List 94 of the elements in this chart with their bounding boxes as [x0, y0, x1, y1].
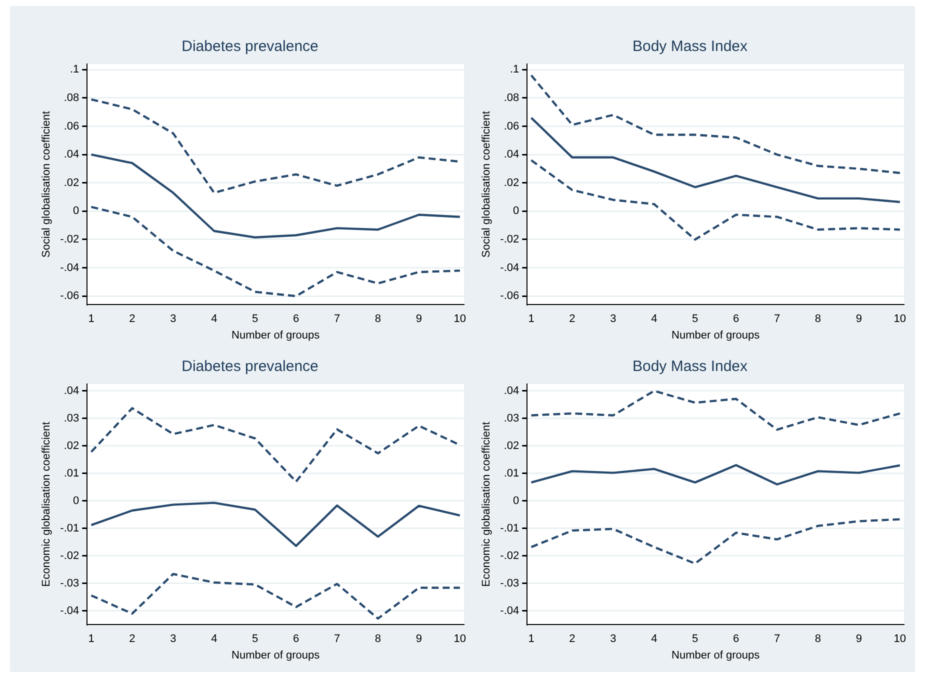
y-axis-title: Social globalisation coefficient	[480, 111, 493, 258]
y-tick-label: -.04	[500, 604, 520, 617]
x-tick-label: 9	[416, 313, 422, 326]
y-axis-title: Social globalisation coefficient	[40, 111, 53, 258]
x-tick-label: 9	[416, 633, 422, 646]
x-tick-label: 7	[334, 633, 340, 646]
x-tick-label: 8	[374, 633, 382, 646]
x-tick-label: 1	[88, 633, 94, 646]
x-tick-label: 1	[528, 313, 534, 326]
y-tick-label: .01	[64, 467, 80, 480]
y-tick-label: 0	[513, 205, 520, 218]
x-tick-label: 2	[569, 633, 576, 646]
x-axis-title: Number of groups	[232, 649, 320, 662]
x-tick-label: 8	[814, 313, 822, 326]
y-tick-label: -.02	[500, 550, 520, 562]
x-tick-label: 4	[211, 633, 218, 646]
line-series	[530, 390, 902, 431]
x-tick-label: 5	[252, 313, 258, 326]
x-tick-label: 6	[292, 633, 300, 646]
y-tick-label: .08	[504, 92, 520, 104]
x-tick-label: 5	[692, 633, 698, 646]
x-tick-label: 2	[129, 313, 136, 326]
x-tick-label: 8	[374, 313, 382, 326]
x-tick-label: 7	[774, 633, 780, 646]
chart-title: Body Mass Index	[632, 38, 748, 56]
line-series	[530, 518, 902, 565]
y-tick-label: .06	[64, 120, 80, 132]
line-series	[530, 159, 902, 241]
y-tick-label: .02	[504, 176, 520, 189]
y-tick-label: -.04	[500, 262, 520, 274]
x-tick-label: 1	[88, 313, 94, 326]
chart-title: Body Mass Index	[632, 358, 748, 376]
x-tick-label: 3	[610, 313, 616, 326]
y-tick-label: 0	[73, 205, 80, 218]
y-tick-label: .02	[64, 440, 80, 452]
y-tick-label: -.06	[500, 290, 520, 302]
x-axis-title: Number of groups	[672, 329, 760, 342]
y-tick-label: 0	[73, 494, 80, 507]
x-tick-label: 4	[211, 313, 218, 326]
line-series	[90, 572, 462, 620]
x-tick-label: 4	[651, 633, 658, 646]
x-tick-label: 10	[454, 313, 466, 326]
x-tick-label: 2	[129, 633, 136, 646]
x-tick-label: 3	[170, 633, 176, 646]
x-tick-label: 4	[651, 313, 658, 326]
y-tick-label: .06	[504, 120, 520, 132]
y-tick-label: .03	[64, 412, 80, 424]
y-axis-title: Economic globalisation coefficient	[480, 422, 493, 587]
x-tick-label: 3	[610, 633, 616, 646]
x-tick-label: 3	[170, 313, 176, 326]
y-tick-label: -.04	[60, 262, 80, 274]
x-tick-label: 7	[774, 313, 780, 326]
x-tick-label: 6	[292, 313, 300, 326]
y-tick-label: .1	[70, 64, 80, 76]
y-axis-title: Economic globalisation coefficient	[40, 422, 53, 587]
y-tick-label: .04	[504, 148, 520, 161]
y-tick-label: -.03	[60, 577, 80, 590]
chart-title: Diabetes prevalence	[182, 38, 318, 56]
y-tick-label: -.03	[500, 577, 520, 590]
x-tick-label: 5	[692, 313, 698, 326]
y-tick-label: .04	[64, 148, 80, 161]
line-series	[530, 74, 902, 174]
x-tick-label: 10	[894, 313, 906, 326]
x-tick-label: 2	[569, 313, 576, 326]
x-tick-label: 6	[732, 633, 740, 646]
y-tick-label: -.02	[500, 234, 520, 246]
y-tick-label: -.06	[60, 290, 80, 302]
x-axis-title: Number of groups	[672, 649, 760, 662]
y-tick-label: 0	[513, 494, 520, 507]
x-axis-title: Number of groups	[232, 329, 320, 342]
x-tick-label: 10	[454, 633, 466, 646]
chart-title: Diabetes prevalence	[182, 358, 318, 376]
y-tick-label: .04	[64, 384, 80, 397]
x-tick-label: 6	[732, 313, 740, 326]
x-tick-label: 10	[894, 633, 906, 646]
x-tick-label: 7	[334, 313, 340, 326]
y-tick-label: .04	[504, 384, 520, 397]
line-series	[90, 206, 462, 298]
x-tick-label: 9	[856, 313, 862, 326]
y-tick-label: .01	[504, 467, 520, 480]
y-tick-label: .02	[64, 176, 80, 189]
x-tick-label: 1	[528, 633, 534, 646]
y-tick-label: -.02	[60, 550, 80, 562]
y-tick-label: .1	[510, 64, 520, 76]
y-tick-label: -.01	[60, 522, 80, 534]
y-tick-label: .03	[504, 412, 520, 424]
x-tick-label: 9	[856, 633, 862, 646]
x-tick-label: 8	[814, 633, 822, 646]
y-tick-label: -.04	[60, 604, 80, 617]
y-tick-label: .02	[504, 440, 520, 452]
y-tick-label: -.01	[500, 522, 520, 534]
y-tick-label: -.02	[60, 234, 80, 246]
x-tick-label: 5	[252, 633, 258, 646]
y-tick-label: .08	[64, 92, 80, 104]
